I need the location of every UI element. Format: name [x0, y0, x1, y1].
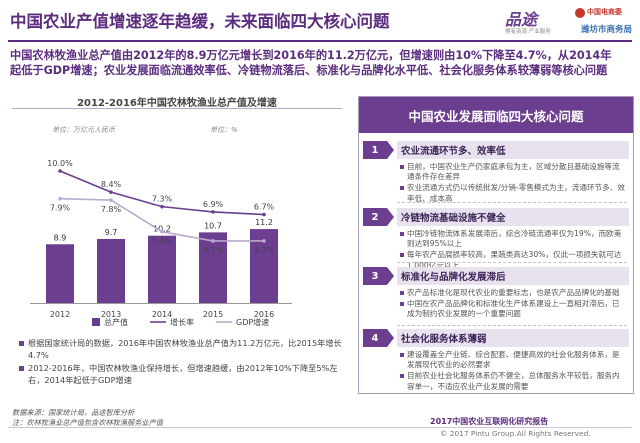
issue-body: 中国冷链物流体系发展滞后，综合冷链流通率仅为19%，而欧美则达到95%以上 每年… [399, 229, 627, 272]
issue-title: 社会化服务体系薄弱 [397, 329, 629, 347]
chevron-right-icon [387, 208, 394, 226]
note-line: 注：农林牧渔业总产值包含农林牧渔服务业产值 [12, 418, 163, 427]
x-tick-label: 2015 [203, 310, 223, 319]
partner-name-2: 潍坊市商务局 [581, 25, 633, 35]
issues-panel: 中国农业发展面临四大核心问题 1 农业流通环节多、效率低 目前，中国农业生产仍家… [358, 96, 634, 394]
issue-body: 建设覆盖全产业链、综合配套、便捷高效的社会化服务体系，是发展现代农业的必然要求 … [399, 350, 627, 393]
gdp-growth-line-point [109, 198, 113, 202]
gdp-growth-line-point [160, 229, 164, 234]
chart-title: 2012-2016年中国农林牧渔业总产值及增速 [77, 98, 277, 109]
x-tick-label: 2016 [254, 310, 274, 319]
source-line: 数据来源：国家统计局，品途智库分析 [12, 408, 135, 417]
issue-point: 农业流通方式仍以传统批发/分销-零售模式为主，流通环节多、效率低、成本高 [399, 183, 627, 203]
bar-value-label: 11.2 [255, 218, 273, 227]
issue-body: 农产品标准化是现代农业的重要标志，也是农产品品牌化的基础 中国在农产品品牌化和标… [399, 288, 627, 321]
gdp-growth-line-point [58, 196, 62, 201]
right-unit-label: 单位：% [210, 126, 238, 134]
panel-title: 中国农业发展面临四大核心问题 [359, 97, 633, 133]
source-note: 数据来源：国家统计局，品途智库分析 注：农林牧渔业总产值包含农林牧渔服务业产值 [12, 408, 163, 428]
x-tick-label: 2012 [50, 310, 70, 319]
bullet-item: 2012-2016年，中国农林牧渔业保持增长，但增速趋缓，由2012年10%下降… [18, 363, 348, 386]
bar-value-label: 8.9 [54, 233, 67, 242]
legend-label-output: 总产值 [104, 317, 128, 327]
growth-rate-label: 6.9% [203, 200, 224, 209]
pintu-logo: 品途 [505, 10, 538, 29]
x-tick-label: 2013 [101, 310, 121, 319]
chevron-right-icon [387, 329, 394, 347]
copyright: © 2017 Pintu Group.All Rights Reserved. [440, 429, 591, 438]
gdp-growth-label: 7.9% [50, 204, 71, 213]
gdp-growth-label: 7.8% [101, 205, 122, 214]
issue-divider [397, 262, 627, 263]
growth-rate-line-point [262, 212, 266, 217]
combo-chart: 单位：万亿元人民币 单位：% 8.9 9.7 10.2 10.7 11.2 2012 2013 2… [30, 126, 292, 327]
summary-text: 中国农林牧渔业总产值由2012年的8.9万亿元增长到2016年的11.2万亿元，… [10, 49, 612, 77]
gdp-growth-label: 4.7% [254, 246, 275, 255]
growth-rate-line-point [160, 204, 164, 209]
bar-value-label: 9.7 [105, 228, 118, 237]
report-name: 2017中国农业互联网化研究报告 [430, 417, 549, 426]
gdp-growth-label: 5.4% [152, 237, 173, 246]
issue-body: 目前，中国农业生产仍家庭承包为主，区域分散且基础设施等流通条件存在差异 农业流通… [399, 162, 627, 205]
gdp-growth-line-point [211, 239, 215, 243]
title-divider [8, 40, 632, 42]
legend-label-growth: 增长率 [170, 317, 194, 327]
issue-point: 建设覆盖全产业链、综合配套、便捷高效的社会化服务体系，是发展现代农业的必然要求 [399, 350, 627, 370]
chart-title-divider [12, 108, 342, 109]
issue-divider [397, 325, 627, 326]
partner-name-1: 中国电商委 [587, 8, 622, 16]
issue-number: 3 [363, 267, 387, 285]
growth-rate-line-point [109, 190, 113, 194]
bar-value-label: 10.2 [153, 225, 171, 234]
bar [46, 244, 74, 303]
gdp-growth-label: 4.7% [203, 246, 224, 255]
issue-number: 2 [363, 208, 387, 226]
commerce-icon [575, 8, 585, 18]
issue-number: 4 [363, 329, 387, 347]
issue-number: 1 [363, 141, 387, 159]
left-unit-label: 单位：万亿元人民币 [52, 126, 116, 134]
bar [148, 235, 176, 303]
growth-rate-label: 10.0% [47, 159, 73, 168]
issue-point: 目前，中国农业生产仍家庭承包为主，区域分散且基础设施等流通条件存在差异 [399, 162, 627, 182]
legend-swatch-output [92, 318, 100, 326]
bar [97, 238, 125, 303]
bullet-list: 根据国家统计局的数据，2016年中国农林牧渔业总产值为11.2万亿元，比2015… [18, 338, 348, 388]
issue-title: 标准化与品牌化发展滞后 [397, 267, 629, 285]
x-tick-label: 2014 [152, 310, 172, 319]
footer-divider [8, 427, 632, 428]
chevron-right-icon [387, 267, 394, 285]
issue-point: 目前农业社会化服务体系仍不健全，总体服务水平较低，服务内容单一，不适应农业产业发… [399, 371, 627, 391]
issue-title: 冷链物流基础设施不健全 [397, 208, 629, 226]
issue-point: 农产品标准化是现代农业的重要标志，也是农产品品牌化的基础 [399, 288, 627, 298]
growth-rate-label: 7.3% [152, 195, 173, 204]
legend-label-gdp: GDP增速 [236, 317, 269, 327]
growth-rate-label: 6.7% [254, 203, 275, 212]
growth-rate-line-point [211, 210, 215, 214]
chevron-right-icon [387, 141, 394, 159]
page-title: 中国农业产值增速逐年趋缓，未来面临四大核心问题 [10, 12, 390, 31]
gdp-growth-line-point [262, 239, 266, 243]
issue-point: 中国在农产品品牌化和标准化生产体系建设上一直相对滞后，已成为制约农业发展的一个重… [399, 299, 627, 319]
bar [199, 232, 227, 303]
issue-divider [397, 202, 627, 203]
issue-title: 农业流通环节多、效率低 [397, 141, 629, 159]
brand-logos: 品途 拥有资源 产业服务 中国电商委 潍坊市商务局 [505, 6, 635, 40]
issue-point: 每年农产品腐损率较高，果蔬类高达30%，仅此一项损失就可达1,000亿元以上 [399, 250, 627, 270]
growth-rate-label: 8.4% [101, 180, 122, 189]
issue-point: 中国冷链物流体系发展滞后，综合冷链流通率仅为19%，而欧美则达到95%以上 [399, 229, 627, 249]
growth-rate-line-point [58, 169, 62, 173]
bar-value-label: 10.7 [204, 221, 222, 230]
pintu-logo-subtitle: 拥有资源 产业服务 [505, 29, 551, 35]
bullet-item: 根据国家统计局的数据，2016年中国农林牧渔业总产值为11.2万亿元，比2015… [18, 338, 348, 361]
